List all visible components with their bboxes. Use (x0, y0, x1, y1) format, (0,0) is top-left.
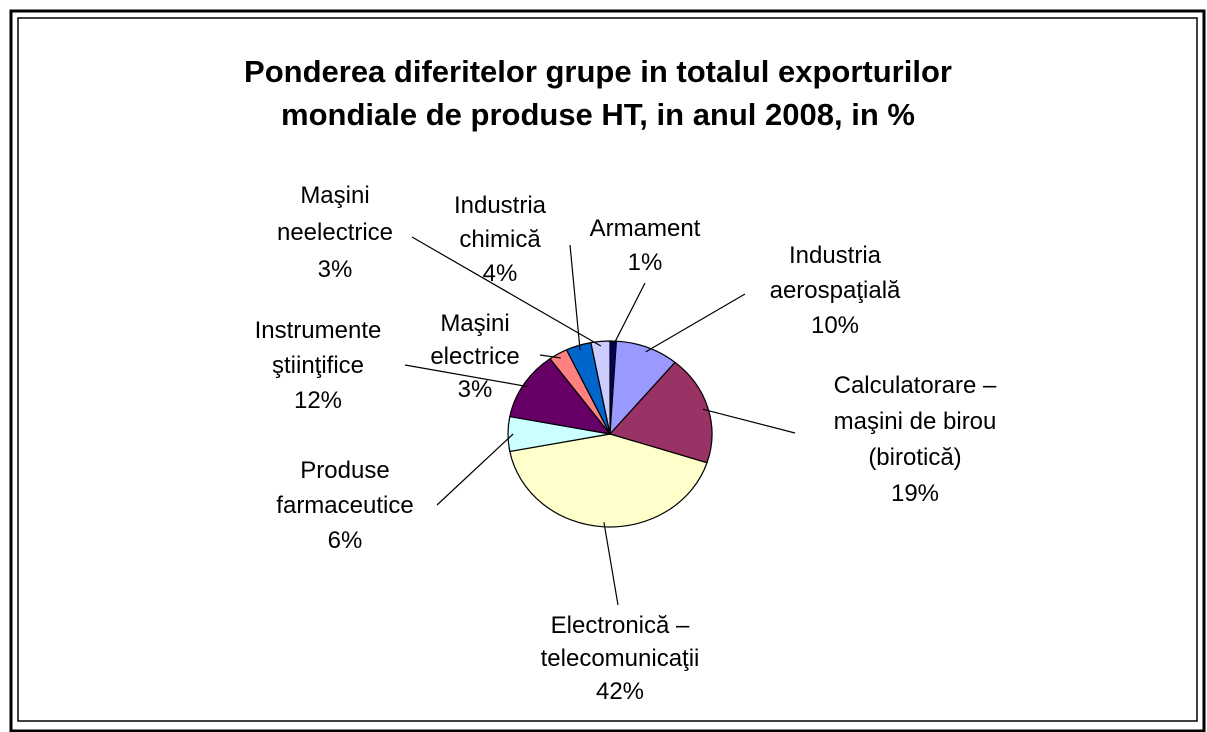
outer-border (9, 9, 1206, 732)
slice-label: Instrumente ştiinţifice (255, 317, 382, 379)
pie-slice (509, 357, 612, 435)
chart-title: Ponderea diferitelor grupe in totalul ex… (244, 54, 952, 132)
value-label: 42% (596, 678, 644, 705)
leader-line (569, 244, 581, 351)
leader-line (612, 282, 646, 346)
value-label: 4% (483, 260, 518, 287)
leader-line (436, 433, 514, 506)
slice-label: Maşini electrice (430, 310, 519, 370)
slice-label: Industria aerospaţială (770, 242, 901, 304)
leader-line (539, 354, 561, 359)
leader-line (645, 293, 746, 353)
slice-label: Industria chimică (454, 192, 547, 253)
slice-label: Electronică – telecomunicaţii (541, 612, 700, 672)
leader-line (702, 408, 796, 434)
value-label: 10% (811, 312, 859, 339)
slice-label: Armament (590, 215, 701, 242)
value-label: 19% (891, 480, 939, 507)
slice-label: Calculatorare – maşini de birou (birotică) (834, 372, 997, 471)
leader-line (404, 364, 529, 388)
value-label: 3% (458, 376, 493, 403)
pie-slice (608, 361, 713, 464)
pie-slice (590, 340, 611, 435)
value-label: 6% (328, 527, 363, 554)
value-label: 12% (294, 387, 342, 414)
inner-border (17, 17, 1198, 722)
leader-line (603, 522, 619, 606)
value-label: 1% (628, 249, 663, 276)
slice-label: Maşini neelectrice (277, 182, 393, 246)
value-label: 3% (318, 256, 353, 283)
pie-slice (509, 433, 708, 528)
leader-line (411, 236, 602, 347)
slice-label: Produse farmaceutice (276, 457, 413, 519)
